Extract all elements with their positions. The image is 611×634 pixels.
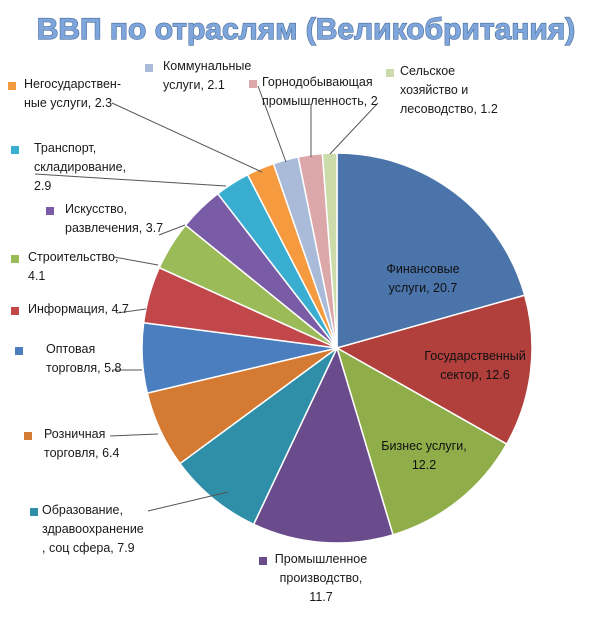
slice-label-line: Промышленное bbox=[275, 552, 367, 566]
slice-label-line: сектор, 12.6 bbox=[440, 368, 510, 382]
slice-label: Строительство, 4.1 bbox=[28, 250, 118, 283]
leader-line bbox=[158, 224, 186, 236]
slice-label-line: хозяйство и bbox=[400, 83, 468, 97]
legend-swatch bbox=[15, 347, 23, 355]
slice-label: Сельское хозяйство и лесоводство, 1.2 bbox=[400, 64, 498, 116]
leader-line bbox=[329, 102, 379, 155]
leader-line bbox=[147, 491, 229, 512]
leader-line bbox=[257, 85, 287, 163]
slice-label: Оптовая торговля, 5.8 bbox=[46, 342, 122, 375]
leader-line bbox=[109, 433, 159, 437]
slice-label-line: торговля, 5.8 bbox=[46, 361, 122, 375]
slice-label: Бизнес услуги, 12.2 bbox=[381, 439, 466, 472]
slice-label-line: Искусство, bbox=[65, 202, 127, 216]
pie-slice bbox=[178, 347, 338, 526]
slice-label-line: Сельское bbox=[400, 64, 455, 78]
slice-label: Негосударствен-ные услуги, 2.3 bbox=[24, 77, 121, 110]
slice-label-line: Бизнес услуги, bbox=[381, 439, 466, 453]
legend-swatch bbox=[11, 146, 19, 154]
legend-swatch bbox=[386, 69, 394, 77]
slice-label: Финансовые услуги, 20.7 bbox=[386, 262, 459, 295]
slice-label-line: Транспорт, bbox=[34, 141, 96, 155]
slice-label-line: услуги, 2.1 bbox=[163, 78, 225, 92]
slice-label-line: Финансовые bbox=[386, 262, 459, 276]
legend-swatch bbox=[11, 255, 19, 263]
slice-label-line: Строительство, bbox=[28, 250, 118, 264]
leader-line bbox=[111, 102, 263, 173]
slice-label: Образование, здравоохранение , соц сфера, … bbox=[42, 503, 144, 555]
slice-label: Искусство, развлечения, 3.7 bbox=[65, 202, 163, 235]
slice-label-line: услуги, 20.7 bbox=[389, 281, 458, 295]
slice-label-line: промышленность, 2 bbox=[262, 94, 378, 108]
pie-slice bbox=[252, 345, 394, 544]
slice-label-line: Коммунальные bbox=[163, 59, 251, 73]
leader-line bbox=[113, 256, 159, 266]
slice-label-line: Оптовая bbox=[46, 342, 95, 356]
slice-label-line: Горнодобывающая bbox=[262, 75, 373, 89]
slice-label: Промышленное производство, 11.7 bbox=[275, 552, 367, 604]
slice-label-line: складирование, bbox=[34, 160, 126, 174]
legend-swatch bbox=[8, 82, 16, 90]
slice-label: Розничная торговля, 6.4 bbox=[44, 427, 120, 460]
legend-swatch bbox=[24, 432, 32, 440]
slice-label: Горнодобывающая промышленность, 2 bbox=[262, 75, 378, 108]
pie-slice bbox=[335, 294, 533, 446]
slice-label-line: 12.2 bbox=[412, 458, 436, 472]
chart-title: ВВП по отраслям (Великобритания) bbox=[37, 13, 576, 46]
legend-swatch bbox=[145, 64, 153, 72]
slice-label-line: производство, bbox=[280, 571, 363, 585]
pie-slice bbox=[336, 152, 526, 349]
legend-swatch bbox=[30, 508, 38, 516]
slice-label-line: развлечения, 3.7 bbox=[65, 221, 163, 235]
slice-label-line: Негосударствен- bbox=[24, 77, 121, 91]
slice-label-line: здравоохранение bbox=[42, 522, 144, 536]
slice-label-line: Розничная bbox=[44, 427, 105, 441]
legend-swatch bbox=[11, 307, 19, 315]
slice-label: Информация, 4.7 bbox=[28, 302, 129, 316]
slice-label: Государственный сектор, 12.6 bbox=[424, 349, 525, 382]
leader-line bbox=[116, 308, 147, 314]
slice-label-line: ные услуги, 2.3 bbox=[24, 96, 112, 110]
legend-swatch bbox=[46, 207, 54, 215]
leader-line bbox=[34, 173, 227, 187]
slice-label-line: Государственный bbox=[424, 349, 525, 363]
slice-label-line: торговля, 6.4 bbox=[44, 446, 120, 460]
slice-label-line: 2.9 bbox=[34, 179, 51, 193]
slice-label-line: , соц сфера, 7.9 bbox=[42, 541, 135, 555]
slice-label-line: Информация, 4.7 bbox=[28, 302, 129, 316]
slice-label: Коммунальные услуги, 2.1 bbox=[163, 59, 251, 92]
legend-swatch bbox=[249, 80, 257, 88]
slice-label-line: 4.1 bbox=[28, 269, 45, 283]
slice-label: Транспорт, складирование, 2.9 bbox=[34, 141, 126, 193]
slice-label-line: 11.7 bbox=[309, 590, 332, 604]
slice-label-line: Образование, bbox=[42, 503, 123, 517]
legend-swatch bbox=[259, 557, 267, 565]
slice-label-line: лесоводство, 1.2 bbox=[400, 102, 498, 116]
pie-slice bbox=[321, 152, 338, 349]
